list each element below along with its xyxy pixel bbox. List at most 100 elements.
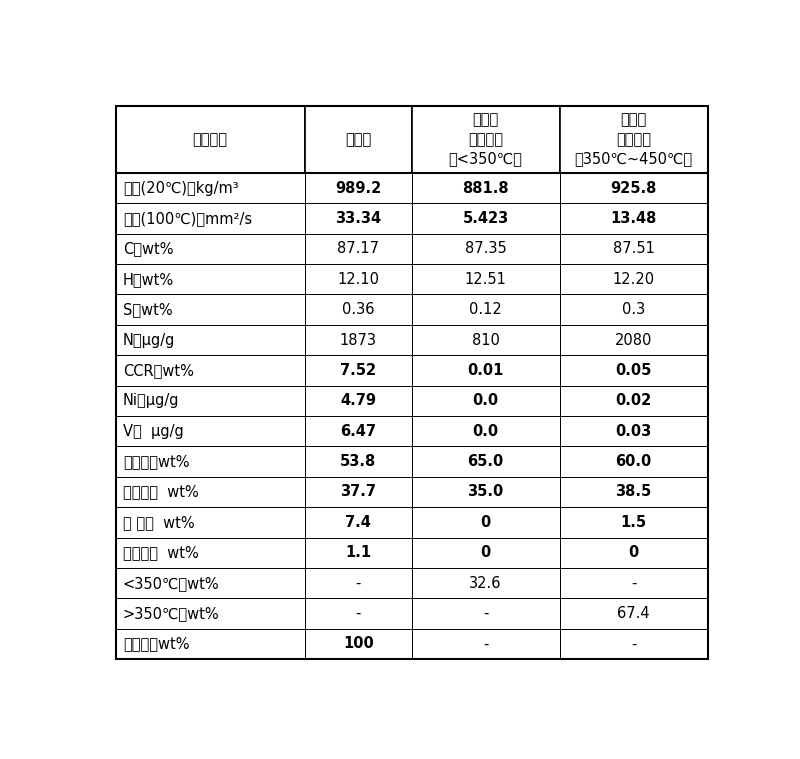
Text: 全馏分，wt%: 全馏分，wt% bbox=[123, 637, 190, 651]
Text: 1873: 1873 bbox=[340, 332, 377, 348]
Bar bbox=[115, 106, 305, 173]
Text: 7.4: 7.4 bbox=[346, 515, 371, 530]
Text: 0.02: 0.02 bbox=[615, 393, 652, 408]
Bar bbox=[115, 386, 305, 416]
Bar bbox=[115, 325, 305, 355]
Bar bbox=[115, 477, 305, 507]
Bar bbox=[305, 446, 411, 477]
Text: 65.0: 65.0 bbox=[467, 454, 504, 469]
Text: 沥青质，  wt%: 沥青质， wt% bbox=[123, 545, 198, 560]
Bar bbox=[411, 264, 559, 294]
Bar bbox=[559, 568, 708, 598]
Bar bbox=[411, 568, 559, 598]
Bar bbox=[411, 416, 559, 446]
Bar bbox=[115, 507, 305, 537]
Text: V，  μg/g: V， μg/g bbox=[123, 424, 184, 439]
Bar bbox=[115, 537, 305, 568]
Bar bbox=[559, 106, 708, 173]
Bar bbox=[559, 386, 708, 416]
Text: -: - bbox=[483, 637, 488, 651]
Bar bbox=[559, 507, 708, 537]
Bar bbox=[559, 173, 708, 203]
Bar bbox=[305, 598, 411, 628]
Text: 1.5: 1.5 bbox=[621, 515, 646, 530]
Bar bbox=[305, 294, 411, 325]
Bar bbox=[559, 477, 708, 507]
Text: H，wt%: H，wt% bbox=[123, 272, 174, 287]
Text: 12.20: 12.20 bbox=[613, 272, 654, 287]
Text: 989.2: 989.2 bbox=[335, 181, 382, 196]
Text: -: - bbox=[483, 606, 488, 621]
Text: 粘度(100℃)，mm²/s: 粘度(100℃)，mm²/s bbox=[123, 211, 252, 226]
Text: 0.05: 0.05 bbox=[615, 363, 652, 378]
Bar bbox=[305, 325, 411, 355]
Text: 60.0: 60.0 bbox=[615, 454, 652, 469]
Bar bbox=[411, 507, 559, 537]
Text: 87.35: 87.35 bbox=[465, 241, 506, 257]
Bar bbox=[115, 598, 305, 628]
Bar bbox=[305, 355, 411, 386]
Text: -: - bbox=[631, 575, 636, 591]
Bar bbox=[305, 203, 411, 234]
Text: 13.48: 13.48 bbox=[610, 211, 657, 226]
Bar bbox=[115, 446, 305, 477]
Text: 925.8: 925.8 bbox=[610, 181, 657, 196]
Bar bbox=[115, 173, 305, 203]
Text: 分析项目: 分析项目 bbox=[193, 132, 228, 146]
Bar bbox=[559, 446, 708, 477]
Text: 实施例
一级进料
（<350℃）: 实施例 一级进料 （<350℃） bbox=[449, 112, 522, 166]
Bar bbox=[411, 294, 559, 325]
Text: 0.03: 0.03 bbox=[615, 424, 652, 439]
Bar bbox=[411, 598, 559, 628]
Bar bbox=[559, 234, 708, 264]
Text: 32.6: 32.6 bbox=[470, 575, 502, 591]
Text: 0: 0 bbox=[629, 545, 638, 560]
Bar bbox=[411, 386, 559, 416]
Bar bbox=[559, 294, 708, 325]
Text: S，wt%: S，wt% bbox=[123, 302, 173, 317]
Text: 0.12: 0.12 bbox=[469, 302, 502, 317]
Text: -: - bbox=[355, 606, 361, 621]
Text: 5.423: 5.423 bbox=[462, 211, 509, 226]
Bar bbox=[559, 598, 708, 628]
Text: 100: 100 bbox=[343, 637, 374, 651]
Text: 7.52: 7.52 bbox=[340, 363, 376, 378]
Bar bbox=[115, 628, 305, 659]
Text: Ni，μg/g: Ni，μg/g bbox=[123, 393, 179, 408]
Text: 67.4: 67.4 bbox=[618, 606, 650, 621]
Text: 饱和分，wt%: 饱和分，wt% bbox=[123, 454, 190, 469]
Text: 53.8: 53.8 bbox=[340, 454, 376, 469]
Bar bbox=[559, 628, 708, 659]
Text: 1.1: 1.1 bbox=[345, 545, 371, 560]
Bar bbox=[305, 234, 411, 264]
Bar bbox=[411, 173, 559, 203]
Text: 6.47: 6.47 bbox=[340, 424, 376, 439]
Text: 33.34: 33.34 bbox=[335, 211, 382, 226]
Bar bbox=[305, 264, 411, 294]
Bar bbox=[115, 416, 305, 446]
Bar bbox=[559, 264, 708, 294]
Text: N，μg/g: N，μg/g bbox=[123, 332, 175, 348]
Text: 0.01: 0.01 bbox=[467, 363, 504, 378]
Bar bbox=[305, 477, 411, 507]
Bar bbox=[411, 628, 559, 659]
Text: >350℃，wt%: >350℃，wt% bbox=[123, 606, 219, 621]
Bar bbox=[559, 203, 708, 234]
Bar bbox=[411, 106, 559, 173]
Bar bbox=[411, 325, 559, 355]
Bar bbox=[411, 355, 559, 386]
Bar bbox=[115, 294, 305, 325]
Bar bbox=[115, 234, 305, 264]
Text: 810: 810 bbox=[472, 332, 499, 348]
Bar bbox=[305, 386, 411, 416]
Text: -: - bbox=[631, 637, 636, 651]
Bar bbox=[559, 537, 708, 568]
Bar bbox=[559, 416, 708, 446]
Text: 芳香分，  wt%: 芳香分， wt% bbox=[123, 484, 198, 499]
Bar bbox=[115, 568, 305, 598]
Text: 0.0: 0.0 bbox=[473, 393, 498, 408]
Text: 12.10: 12.10 bbox=[338, 272, 379, 287]
Text: 4.79: 4.79 bbox=[340, 393, 376, 408]
Text: 12.51: 12.51 bbox=[465, 272, 506, 287]
Text: 实施例
二级进料
（350℃~450℃）: 实施例 二级进料 （350℃~450℃） bbox=[574, 112, 693, 166]
